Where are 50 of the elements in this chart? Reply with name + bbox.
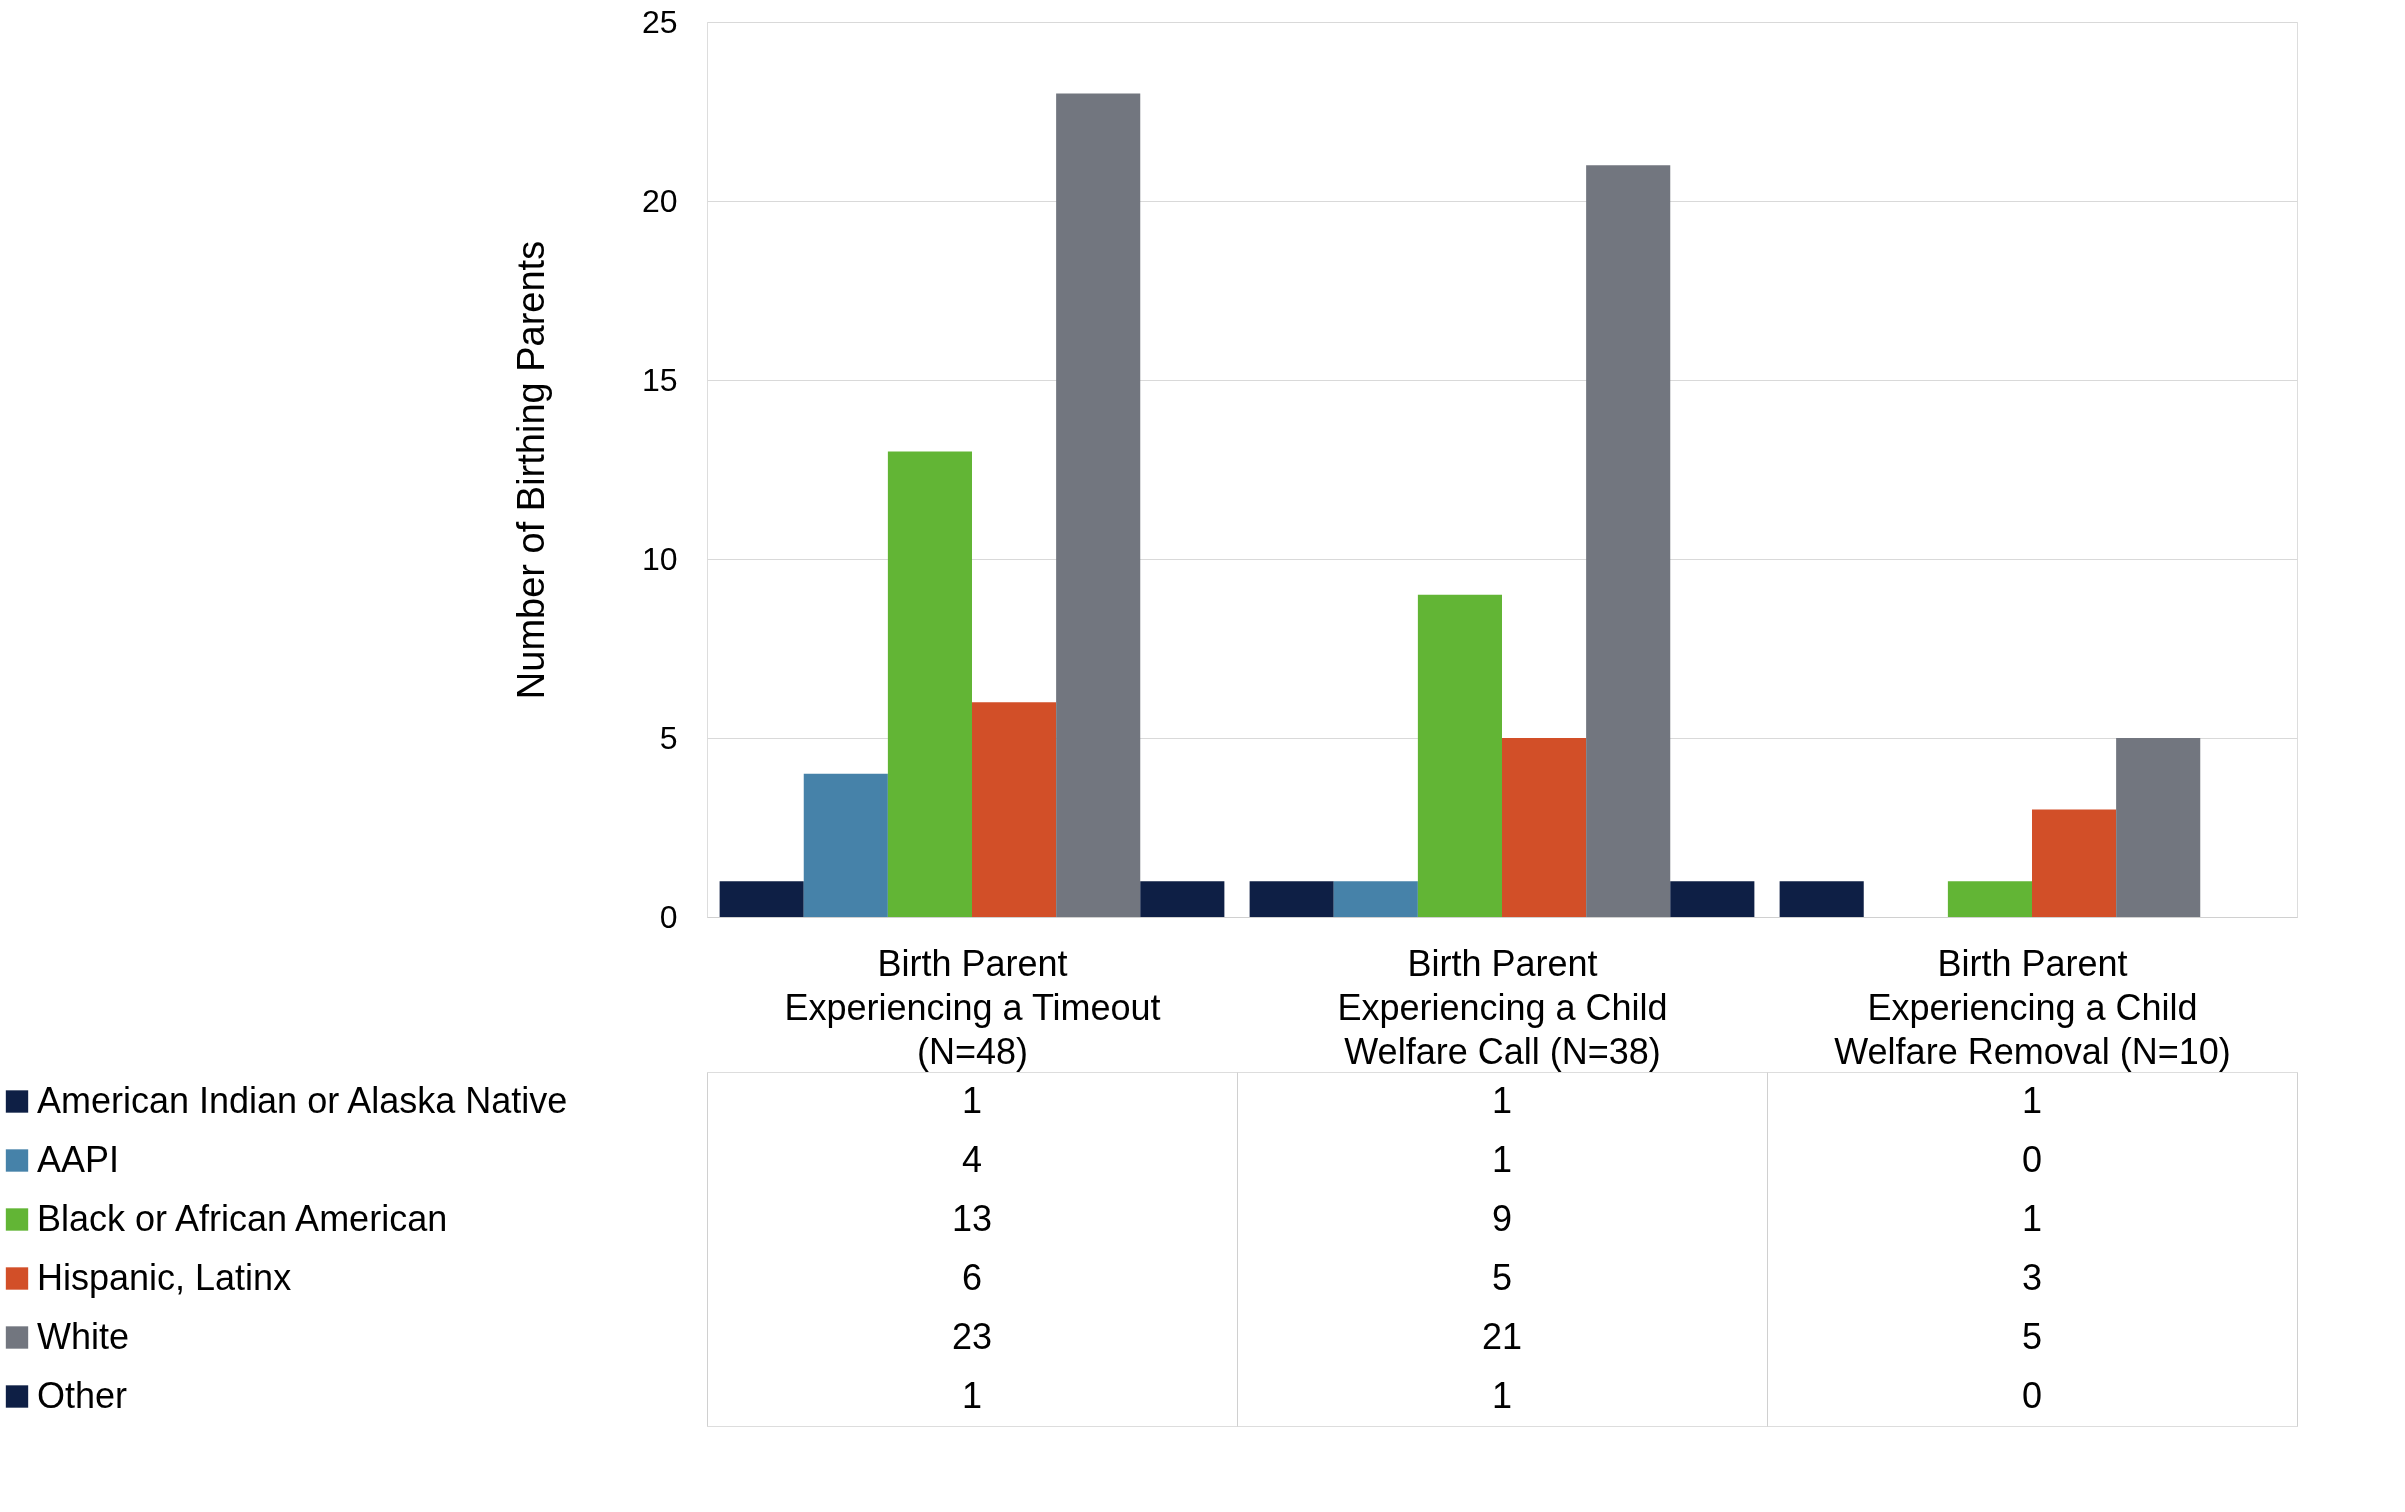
bar <box>887 451 972 917</box>
y-tick-label: 15 <box>641 361 678 398</box>
y-tick-label: 0 <box>659 898 678 935</box>
bar <box>1947 881 2032 917</box>
y-tick-label: 10 <box>641 540 678 577</box>
bar <box>2116 738 2201 917</box>
x-tick-label: Birth Parent Experiencing a Child Welfare Call (N=38) <box>1337 942 1668 1072</box>
data-label: 6 <box>961 1256 983 1298</box>
data-label: 5 <box>1491 1256 1513 1298</box>
legend-label: American Indian or Alaska Native <box>37 1079 568 1121</box>
bar <box>1779 881 1864 917</box>
y-tick-label: 5 <box>659 719 678 756</box>
data-label: 9 <box>1491 1197 1513 1239</box>
bar <box>1586 165 1671 917</box>
data-label: 23 <box>951 1315 993 1357</box>
bar <box>2032 809 2117 917</box>
data-label: 13 <box>951 1197 993 1239</box>
bar <box>1249 881 1334 917</box>
bar <box>1056 93 1141 917</box>
bar <box>1140 881 1225 917</box>
bar <box>972 702 1057 917</box>
x-tick-label: Birth Parent Experiencing a Child Welfare Removal (N=10) <box>1834 942 2231 1072</box>
data-label: 0 <box>2021 1138 2043 1180</box>
x-tick-label: Birth Parent Experiencing a Timeout (N=48) <box>784 942 1161 1072</box>
data-label: 1 <box>1491 1138 1513 1180</box>
data-label: 1 <box>1491 1374 1513 1416</box>
legend-label: Black or African American <box>37 1197 448 1239</box>
data-label: 3 <box>2021 1256 2043 1298</box>
legend-label: Other <box>37 1374 128 1416</box>
bar <box>1670 881 1755 917</box>
legend-label: Hispanic, Latinx <box>37 1256 292 1298</box>
data-label: 0 <box>2021 1374 2043 1416</box>
bar <box>1502 738 1587 917</box>
legend-label: White <box>37 1315 130 1357</box>
y-tick-label: 25 <box>641 3 678 40</box>
bar <box>1417 594 1502 917</box>
bar <box>803 773 888 917</box>
bar <box>1333 881 1418 917</box>
data-label: 4 <box>961 1138 983 1180</box>
data-label: 1 <box>2021 1197 2043 1239</box>
data-label: 21 <box>1481 1315 1523 1357</box>
data-label: 1 <box>961 1374 983 1416</box>
data-label: 5 <box>2021 1315 2043 1357</box>
data-label: 1 <box>961 1079 983 1121</box>
data-label: 1 <box>1491 1079 1513 1121</box>
data-label: 1 <box>2021 1079 2043 1121</box>
legend-label: AAPI <box>37 1138 120 1180</box>
y-tick-label: 20 <box>641 182 678 219</box>
y-axis-title: Number of Birthing Parents <box>509 240 552 700</box>
bar <box>719 881 804 917</box>
